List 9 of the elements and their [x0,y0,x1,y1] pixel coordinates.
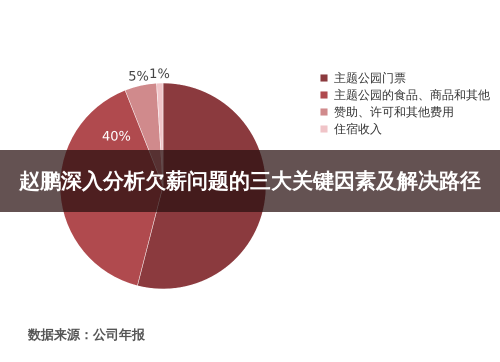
legend-label: 主题公园门票 [334,71,406,85]
data-label: 5% [128,70,149,85]
legend-label: 住宿收入 [333,122,382,136]
text: 赵鹏深入分析欠薪问题的三大关键因素及解决路径 [0,150,500,212]
data-label: 1% [149,67,170,82]
legend-label: 主题公园的食品、商品和其他 [334,88,490,102]
legend-label: 赞助、许可和其他费用 [334,105,454,119]
source-note: 数据来源：公司年报 [28,327,145,344]
data-label: 40% [102,129,131,144]
